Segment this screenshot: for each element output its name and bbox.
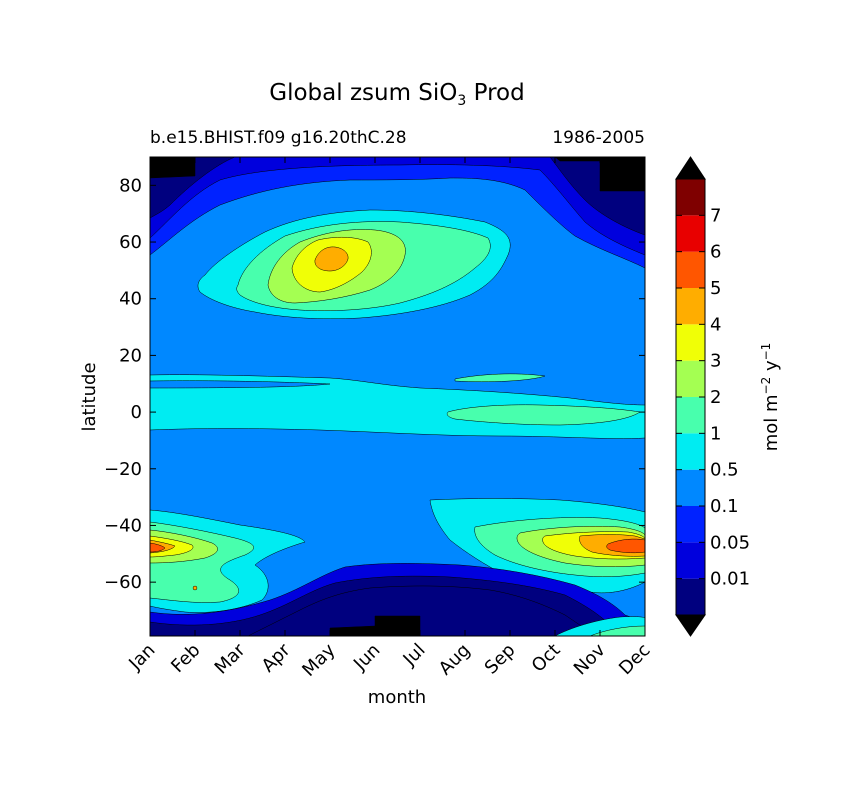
colorbar-tick-label: 1 [710, 423, 721, 444]
colorbar-segment [676, 179, 705, 216]
x-tick-label: Jun [349, 640, 384, 675]
y-tick-label: 60 [119, 232, 142, 253]
colorbar-tick-label: 0.05 [710, 532, 750, 553]
chart-title: Global zsum SiO3 Prod [269, 80, 524, 109]
x-tick-label: Oct [528, 640, 565, 677]
contour-south-5 [150, 542, 166, 553]
colorbar-segment [676, 288, 705, 325]
x-tick-label: Dec [615, 640, 654, 679]
colorbar-tick-label: 6 [710, 242, 721, 263]
contour-north-lowest [150, 157, 645, 236]
colorbar-segment [676, 542, 705, 579]
contour-equator-blip [454, 373, 546, 382]
colorbar-segment [676, 324, 705, 361]
x-tick-label: Jan [124, 640, 159, 675]
y-axis-label: latitude [79, 362, 100, 431]
contour-south-dot [192, 585, 198, 591]
x-tick-label: Nov [570, 639, 610, 679]
contour-south-5-late [606, 538, 645, 554]
x-tick-label: Jul [399, 640, 430, 671]
y-tick-label: −60 [104, 572, 142, 593]
y-tick-label: 40 [119, 289, 142, 310]
plot-frame [149, 156, 646, 637]
y-tick-label: 80 [119, 175, 142, 196]
colorbar-tick-label: 5 [710, 278, 721, 299]
colorbar-extend-over [675, 156, 706, 180]
y-axis: 80 60 40 20 0 −20 −40 −60 [104, 175, 645, 593]
subtitle-right: 1986-2005 [552, 128, 645, 148]
contour-field [150, 157, 645, 636]
colorbar-tick-label: 0.1 [710, 496, 739, 517]
colorbar-tick-label: 0.01 [710, 569, 750, 590]
colorbar-tick-label: 0.5 [710, 460, 739, 481]
contour-equator-1 [446, 404, 641, 426]
x-tick-label: Feb [167, 640, 204, 677]
colorbar-segment [676, 578, 705, 615]
colorbar-extend-under [675, 614, 706, 637]
y-tick-label: −20 [104, 459, 142, 480]
subtitle-left: b.e15.BHIST.f09 g16.20thC.28 [150, 128, 407, 148]
contour-north-0.05 [150, 157, 645, 269]
contour-antarctic-lowest [247, 585, 596, 636]
title-subscript: 3 [457, 93, 466, 109]
x-tick-label: May [298, 639, 339, 680]
contour-north-under-patch-2 [554, 157, 645, 192]
colorbar-segment [676, 433, 705, 470]
x-tick-label: Mar [211, 639, 250, 678]
colorbar-tick-label: 7 [710, 205, 721, 226]
contour-north-under-patch [150, 157, 196, 179]
colorbar-tick-label: 4 [710, 314, 721, 335]
colorbar-segment [676, 360, 705, 397]
colorbar-label: mol m−2 y−1 [759, 343, 782, 452]
y-tick-label: 20 [119, 345, 142, 366]
colorbar-tick-label: 3 [710, 351, 721, 372]
colorbar-segment [676, 251, 705, 288]
y-tick-label: −40 [104, 515, 142, 536]
colorbar-segment [676, 397, 705, 434]
contour-bloom-4 [314, 246, 349, 272]
y-tick-label: 0 [131, 402, 142, 423]
colorbar: 0.01 0.05 0.1 0.5 1 2 3 4 5 6 7 [675, 156, 750, 637]
contour-antarctic-under-patch [329, 615, 421, 636]
x-tick-label: Aug [435, 640, 475, 680]
contour-antarctic-edge-inner [589, 625, 645, 636]
colorbar-tick-label: 2 [710, 387, 721, 408]
x-tick-label: Apr [258, 639, 295, 676]
x-tick-label: Sep [481, 640, 520, 679]
colorbar-segment [676, 469, 705, 506]
colorbar-segment [676, 215, 705, 252]
contour-equator-gap [150, 380, 331, 389]
colorbar-segment [676, 506, 705, 543]
x-axis-label: month [368, 687, 426, 708]
